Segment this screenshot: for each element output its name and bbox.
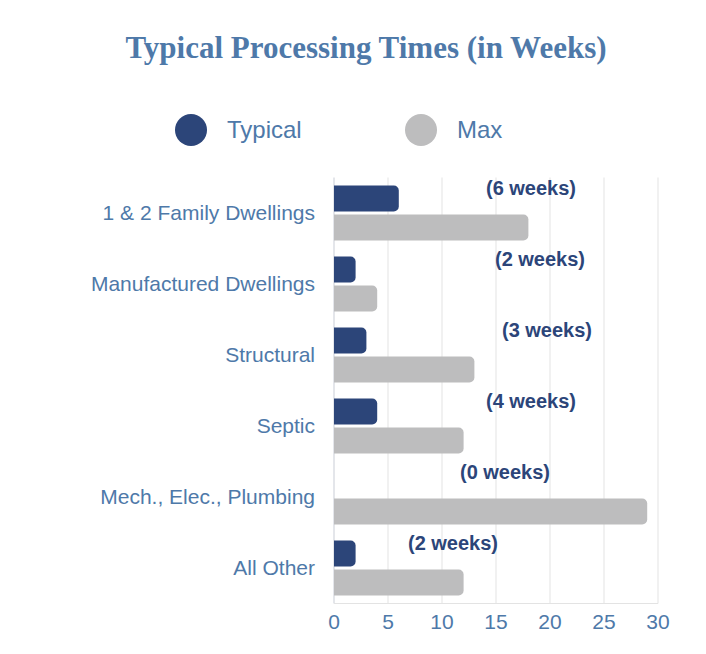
category-label: 1 & 2 Family Dwellings: [103, 201, 315, 224]
bar: [334, 215, 528, 241]
grid-line: [658, 178, 659, 604]
title: Typical Processing Times (in Weeks): [125, 30, 606, 65]
legend-label: Typical: [227, 116, 302, 143]
grid-line: [334, 178, 335, 604]
bar: [334, 357, 474, 383]
bar: [334, 186, 399, 212]
legend-label: Max: [457, 116, 502, 143]
data-label: (2 weeks): [495, 248, 585, 270]
tick-label: 25: [592, 610, 615, 633]
grid-line: [388, 178, 389, 604]
tick-label: 5: [382, 610, 394, 633]
grid-line: [604, 178, 605, 604]
legend: Typical Max: [175, 114, 502, 146]
legend-swatch: [175, 114, 207, 146]
bar: [334, 570, 464, 596]
category-label: All Other: [233, 556, 315, 579]
data-label: (3 weeks): [502, 319, 592, 341]
legend-swatch: [405, 114, 437, 146]
bar: [334, 499, 647, 525]
bar: [334, 428, 464, 454]
bar: [334, 399, 377, 425]
grid: [334, 178, 658, 604]
tick-label: 0: [328, 610, 340, 633]
tick-label: 10: [430, 610, 453, 633]
data-label: (4 weeks): [486, 390, 576, 412]
data-label: (0 weeks): [460, 461, 550, 483]
tick-label: 30: [646, 610, 669, 633]
data-label: (2 weeks): [408, 532, 498, 554]
tick-label: 15: [484, 610, 507, 633]
category-label: Structural: [225, 343, 315, 366]
x-axis: [334, 603, 658, 604]
tick-label: 20: [538, 610, 561, 633]
category-label: Manufactured Dwellings: [91, 272, 315, 295]
chart: Typical Processing Times (in Weeks) Typic…: [0, 0, 706, 654]
category-label: Septic: [257, 414, 315, 437]
bar: [334, 541, 356, 567]
bar: [334, 286, 377, 312]
data-label: (6 weeks): [486, 177, 576, 199]
bar: [334, 257, 356, 283]
category-label: Mech., Elec., Plumbing: [100, 485, 315, 508]
data-labels: (6 weeks) (2 weeks) (3 weeks) (4 weeks) (0 w…: [408, 177, 592, 554]
bars: [334, 186, 647, 596]
bar: [334, 328, 366, 354]
